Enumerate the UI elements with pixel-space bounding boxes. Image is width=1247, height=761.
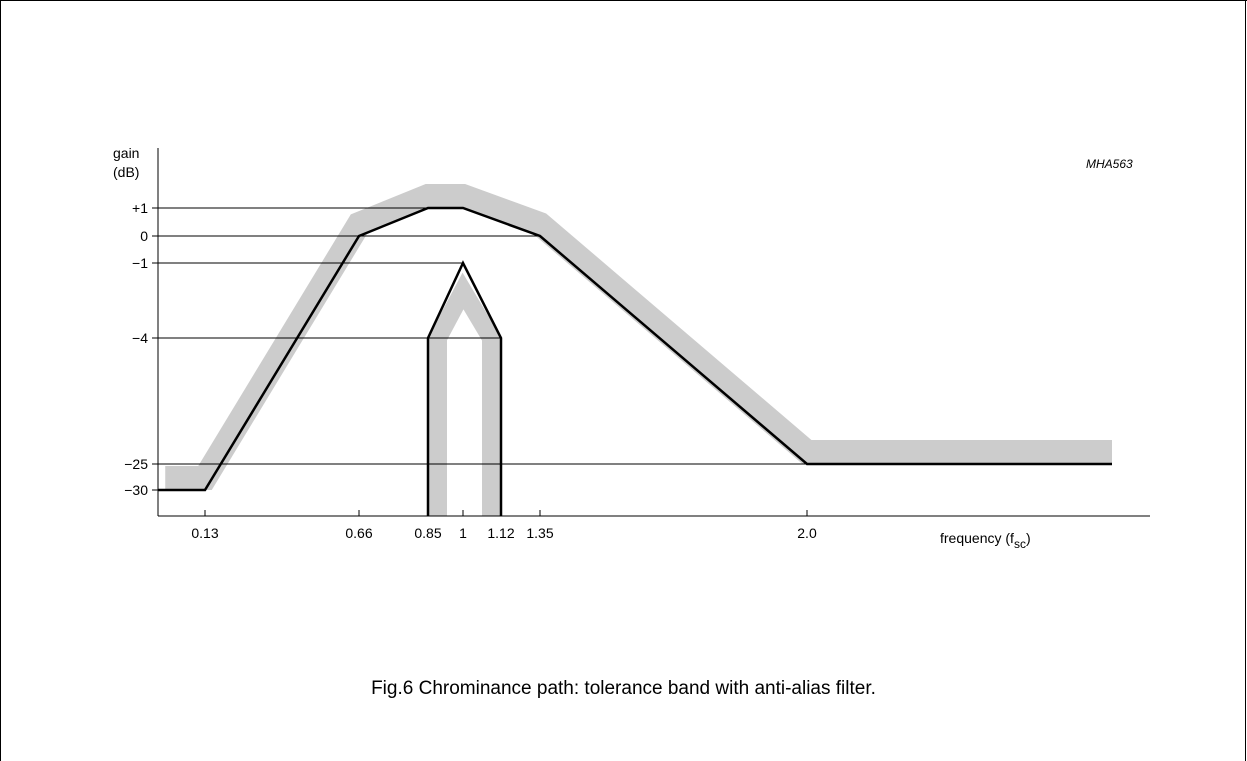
x-tick-label: 0.66 xyxy=(345,525,372,541)
y-tick-label: −30 xyxy=(124,482,148,498)
tolerance-band-layer xyxy=(165,184,1112,516)
series-line-chrominance-response xyxy=(158,206,1112,492)
reference-lines xyxy=(158,207,807,465)
series-line-anti-alias-filter xyxy=(426,260,503,516)
tolerance-band-main xyxy=(165,184,1112,490)
axes: +1 0 −1 −4 −25 −30 0.13 0.66 0.85 1 1.12 1.35 2.0 xyxy=(124,148,1150,541)
x-axis-label-subscript: sc xyxy=(1014,537,1026,551)
x-tick-label: 1.35 xyxy=(526,525,553,541)
y-tick-label: −25 xyxy=(124,456,148,472)
tolerance-band-filter xyxy=(429,272,500,516)
x-tick-label: 1.12 xyxy=(487,525,514,541)
y-tick-label: −1 xyxy=(132,255,148,271)
figure-code: MHA563 xyxy=(1086,157,1133,171)
x-tick-label: 1 xyxy=(459,525,467,541)
figure-caption: Fig.6 Chrominance path: tolerance band w… xyxy=(371,678,876,699)
curve-layer xyxy=(158,206,1112,516)
y-tick-label: +1 xyxy=(132,200,148,216)
x-axis-label-main: frequency (f xyxy=(940,530,1014,546)
axis-labels: gain (dB) MHA563 frequency (fsc) xyxy=(113,145,1133,551)
x-tick-label: 0.85 xyxy=(414,525,441,541)
y-axis-label-line1: gain xyxy=(113,145,139,161)
x-tick-label: 2.0 xyxy=(797,525,817,541)
y-tick-label: 0 xyxy=(140,228,148,244)
y-axis-label-line2: (dB) xyxy=(113,164,139,180)
x-axis-label-close: ) xyxy=(1026,530,1031,546)
x-axis-label: frequency (fsc) xyxy=(940,530,1031,551)
x-tick-label: 0.13 xyxy=(191,525,218,541)
y-tick-label: −4 xyxy=(132,330,148,346)
